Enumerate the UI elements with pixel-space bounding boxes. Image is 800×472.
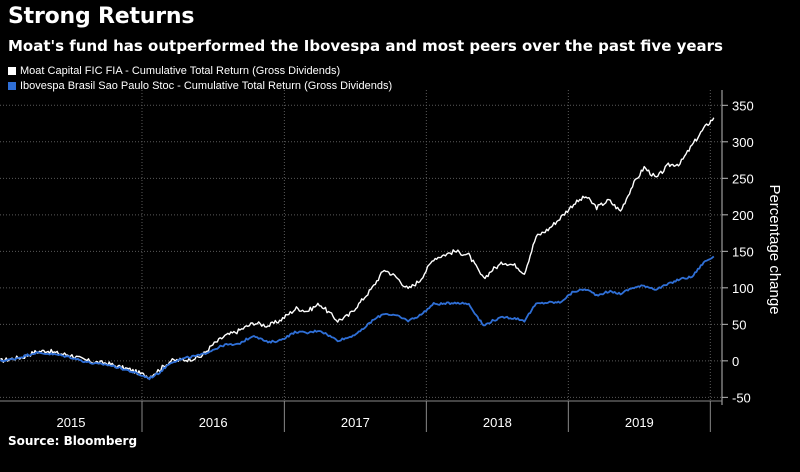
x-tick-label: 2016 [199, 415, 228, 430]
legend: Moat Capital FIC FIA - Cumulative Total … [8, 63, 392, 93]
legend-item-ibovespa: Ibovespa Brasil Sao Paulo Stoc - Cumulat… [8, 78, 392, 93]
x-tick-label: 2015 [57, 415, 86, 430]
y-tick-label: 50 [732, 317, 746, 332]
x-tick-label: 2017 [341, 415, 370, 430]
chart-title: Strong Returns [8, 4, 195, 29]
y-tick-label: 0 [732, 354, 739, 369]
series-line-ibovespa [0, 255, 715, 381]
y-axis-label: Percentage change [766, 184, 783, 314]
source-note: Source: Bloomberg [8, 434, 138, 448]
x-tick-label: 2018 [483, 415, 512, 430]
y-tick-label: -50 [732, 390, 751, 405]
legend-swatch-moat [8, 66, 16, 75]
legend-label-ibovespa: Ibovespa Brasil Sao Paulo Stoc - Cumulat… [20, 79, 393, 92]
legend-item-moat: Moat Capital FIC FIA - Cumulative Total … [8, 63, 392, 78]
legend-swatch-ibovespa [8, 81, 16, 90]
legend-label-moat: Moat Capital FIC FIA - Cumulative Total … [20, 64, 341, 77]
y-tick-label: 250 [732, 171, 754, 186]
y-tick-label: 100 [732, 281, 754, 296]
y-tick-label: 350 [732, 98, 754, 113]
series-line-moat [0, 117, 715, 380]
y-tick-label: 150 [732, 244, 754, 259]
y-tick-label: 200 [732, 208, 754, 223]
x-tick-label: 2019 [625, 415, 654, 430]
y-tick-label: 300 [732, 135, 754, 150]
chart-subtitle: Moat's fund has outperformed the Ibovesp… [8, 37, 723, 55]
